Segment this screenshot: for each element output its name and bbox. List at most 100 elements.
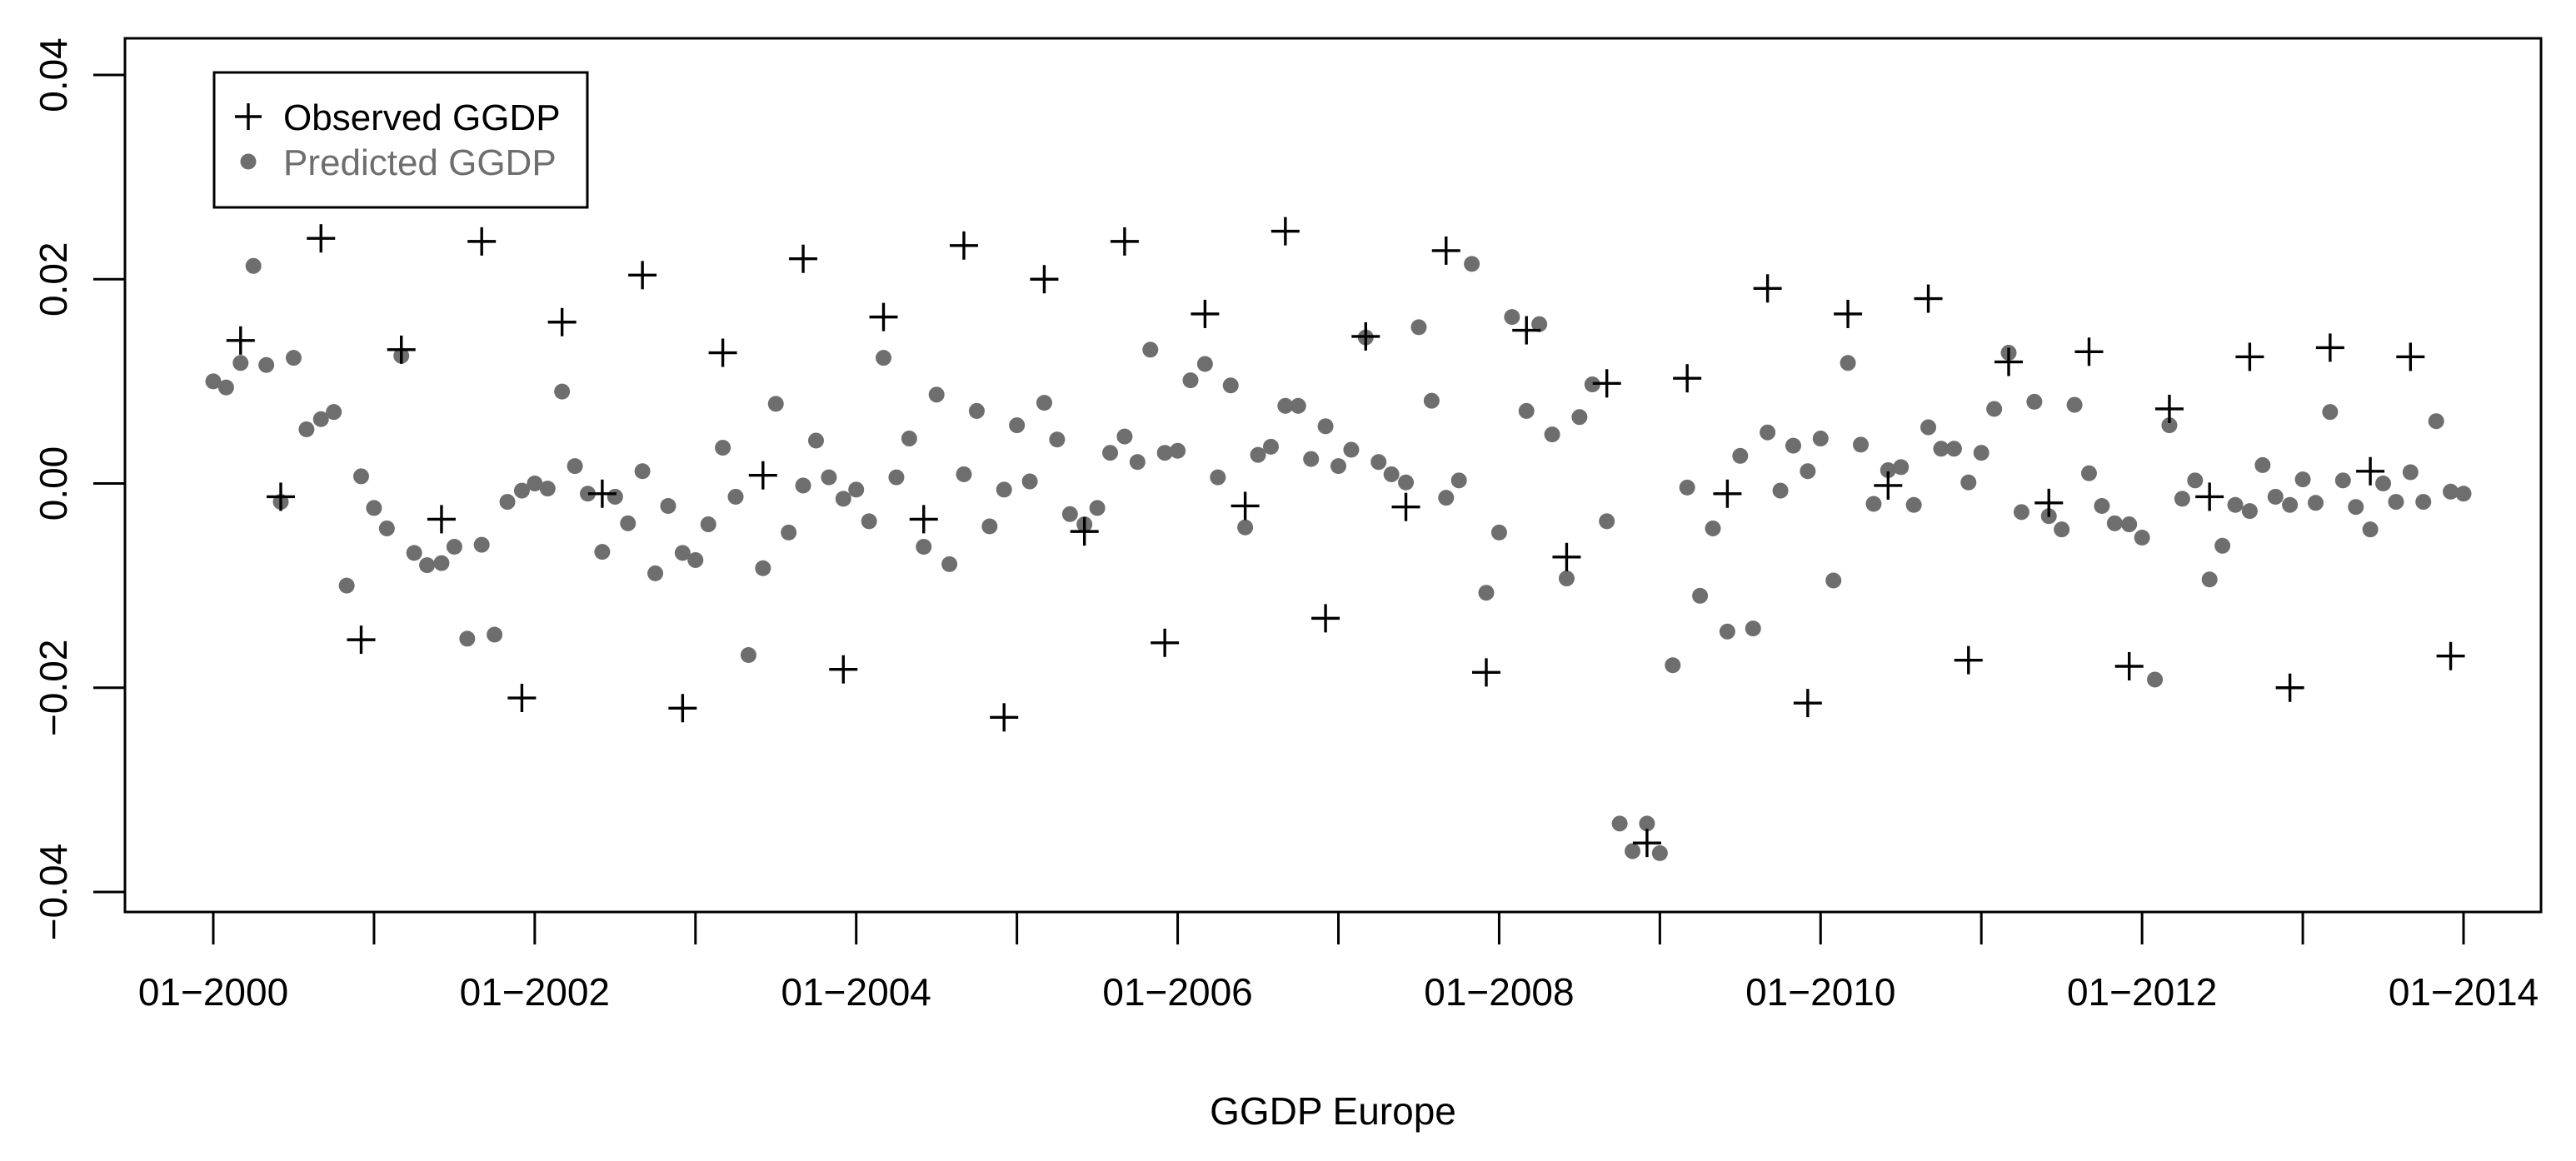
observed-point xyxy=(2195,482,2224,511)
x-axis-title: GGDP Europe xyxy=(1210,1089,1456,1133)
predicted-point xyxy=(941,556,958,572)
observed-point xyxy=(267,482,296,511)
predicted-point xyxy=(258,356,275,373)
legend-label-predicted: Predicted GGDP xyxy=(283,142,557,183)
predicted-point xyxy=(916,539,932,556)
predicted-point xyxy=(326,404,342,421)
predicted-point xyxy=(1423,392,1440,409)
predicted-point xyxy=(1732,447,1749,464)
observed-point xyxy=(1753,274,1782,303)
predicted-point xyxy=(700,516,716,533)
legend-marker-observed xyxy=(235,103,262,130)
predicted-point xyxy=(807,432,824,449)
observed-point xyxy=(708,338,737,367)
predicted-point xyxy=(981,518,998,535)
y-tick-label: −0.02 xyxy=(32,640,75,736)
predicted-point xyxy=(2201,571,2218,588)
predicted-point xyxy=(1410,319,1427,336)
observed-point xyxy=(1431,236,1460,265)
predicted-point xyxy=(459,630,476,647)
observed-point xyxy=(2275,673,2304,702)
predicted-point xyxy=(1933,441,1949,457)
observed-point xyxy=(748,461,777,490)
observed-point xyxy=(2154,394,2184,423)
predicted-point xyxy=(1973,445,1989,461)
observed-point xyxy=(226,326,255,355)
observed-point xyxy=(869,302,898,331)
predicted-point xyxy=(888,469,905,486)
observed-point xyxy=(2074,337,2104,366)
predicted-point xyxy=(1960,474,1977,491)
predicted-point xyxy=(419,557,436,574)
predicted-point xyxy=(848,481,865,498)
observed-point xyxy=(1231,491,1260,521)
observed-point xyxy=(1874,471,1903,500)
observed-point xyxy=(909,505,938,534)
predicted-point xyxy=(1865,496,1882,512)
predicted-point xyxy=(1438,490,1455,506)
predicted-point xyxy=(473,536,490,553)
predicted-point xyxy=(245,257,262,274)
predicted-point xyxy=(2334,472,2351,489)
predicted-point xyxy=(1210,469,1226,486)
predicted-point xyxy=(1277,397,1294,414)
predicted-point xyxy=(2443,483,2459,500)
observed-point xyxy=(990,703,1019,732)
predicted-point xyxy=(1745,620,1761,637)
predicted-point xyxy=(1102,445,1119,461)
predicted-point xyxy=(527,476,543,491)
predicted-point xyxy=(2147,671,2164,688)
legend-box xyxy=(212,71,589,209)
predicted-point xyxy=(1343,441,1360,458)
observed-point xyxy=(1351,321,1380,351)
predicted-point xyxy=(1330,458,1346,475)
predicted-point xyxy=(901,431,917,447)
predicted-point xyxy=(1021,473,1038,490)
predicted-point xyxy=(674,545,691,561)
observed-point xyxy=(949,231,978,260)
predicted-point xyxy=(687,551,704,568)
observed-point xyxy=(1110,227,1139,256)
predicted-point xyxy=(876,350,892,366)
legend-label-observed: Observed GGDP xyxy=(283,97,561,138)
predicted-point xyxy=(1182,372,1199,389)
observed-point xyxy=(1391,492,1420,521)
predicted-point xyxy=(620,515,637,531)
predicted-point xyxy=(1504,309,1520,326)
x-tick-label: 01−2010 xyxy=(1745,970,1895,1014)
predicted-point xyxy=(232,355,249,371)
predicted-point xyxy=(1760,424,1776,441)
predicted-point xyxy=(1370,454,1387,471)
predicted-point xyxy=(2322,404,2339,421)
observed-point xyxy=(467,227,497,256)
predicted-point xyxy=(1800,463,1816,480)
observed-point xyxy=(2436,641,2465,670)
x-tick-label: 01−2000 xyxy=(138,970,288,1014)
observed-point xyxy=(547,307,577,336)
predicted-point xyxy=(2348,499,2364,516)
predicted-point xyxy=(1651,845,1668,861)
predicted-point xyxy=(2402,464,2419,481)
y-tick-label: −0.04 xyxy=(32,844,75,940)
predicted-point xyxy=(647,565,664,581)
predicted-point xyxy=(1893,459,1910,476)
predicted-point xyxy=(352,468,369,485)
predicted-point xyxy=(740,647,756,664)
predicted-point xyxy=(1719,623,1735,640)
observed-point xyxy=(387,335,416,364)
observed-point xyxy=(2235,342,2264,371)
predicted-point xyxy=(795,477,811,494)
predicted-point xyxy=(2294,471,2311,488)
predicted-point xyxy=(2174,491,2190,507)
observed-point xyxy=(628,261,657,290)
predicted-point xyxy=(2455,486,2472,502)
predicted-point xyxy=(1571,409,1588,426)
predicted-point xyxy=(1812,431,1829,447)
x-tick-label: 01−2014 xyxy=(2389,970,2539,1014)
predicted-point xyxy=(1611,815,1628,832)
observed-point xyxy=(1311,604,1340,633)
predicted-point xyxy=(634,463,651,480)
observed-point xyxy=(307,224,336,253)
predicted-point xyxy=(660,497,676,514)
